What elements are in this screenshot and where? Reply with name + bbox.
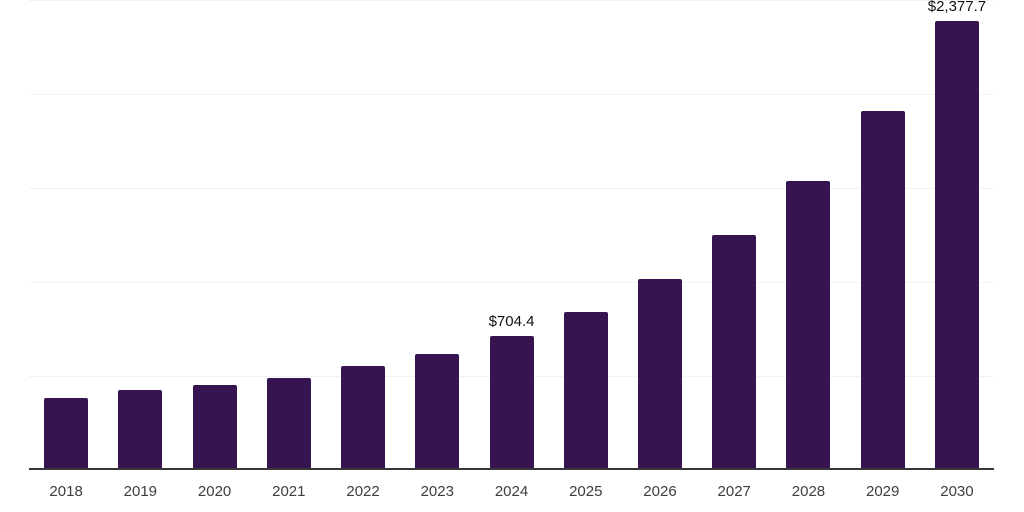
bar-slot-2030: $2,377.7 [920,0,994,468]
x-axis-label-2023: 2023 [420,483,454,500]
x-axis-label-2022: 2022 [346,483,380,500]
x-axis-label-2029: 2029 [866,483,900,500]
bar-slot-2026 [623,0,697,468]
x-axis-label-2030: 2030 [940,483,974,500]
bar-slot-2027 [697,0,771,468]
gridline [29,188,994,189]
x-axis-label-2026: 2026 [643,483,677,500]
x-axis-label-2020: 2020 [197,483,232,500]
bar-slot-2028 [771,0,845,468]
bar-2029 [860,110,905,468]
bar-2021 [266,377,311,468]
x-axis-label-2021: 2021 [272,483,306,500]
bar-value-label-2024: $704.4 [488,312,535,330]
bar-2022 [341,366,386,468]
bar-slot-2018 [29,0,103,468]
bar-2027 [712,235,757,468]
bars-row: $704.4 $2,377.7 [29,0,994,468]
gridline [29,94,994,95]
bar-slot-2024: $704.4 [474,0,548,468]
x-axis-label-2018: 2018 [49,483,83,500]
x-axis-label-2024: 2024 [494,483,529,500]
bar-2018 [44,398,89,468]
bar-2025 [563,311,608,468]
bar-slot-2023 [400,0,474,468]
bar-2023 [415,353,460,468]
bar-2019 [118,389,163,468]
plot-area: $704.4 $2,377.7 [29,0,994,470]
bar-slot-2019 [103,0,177,468]
x-axis-label-2027: 2027 [717,483,751,500]
bar-2030 [934,21,979,468]
bar-2020 [192,385,237,468]
bar-slot-2021 [252,0,326,468]
x-axis-label-2025: 2025 [569,483,603,500]
bar-2024 [489,335,534,468]
gridline [29,282,994,283]
bar-slot-2029 [846,0,920,468]
bar-value-label-2030: $2,377.7 [927,0,987,15]
x-axis-label-2028: 2028 [791,483,826,500]
bar-slot-2025 [549,0,623,468]
bar-2026 [637,279,682,468]
x-axis-labels: 2018 2019 2020 2021 2022 2023 2024 2025 2026 2027… [29,484,994,499]
bar-slot-2020 [177,0,251,468]
gridline [29,0,994,1]
x-axis-label-2019: 2019 [123,483,158,500]
bar-2028 [786,180,831,468]
bar-slot-2022 [326,0,400,468]
